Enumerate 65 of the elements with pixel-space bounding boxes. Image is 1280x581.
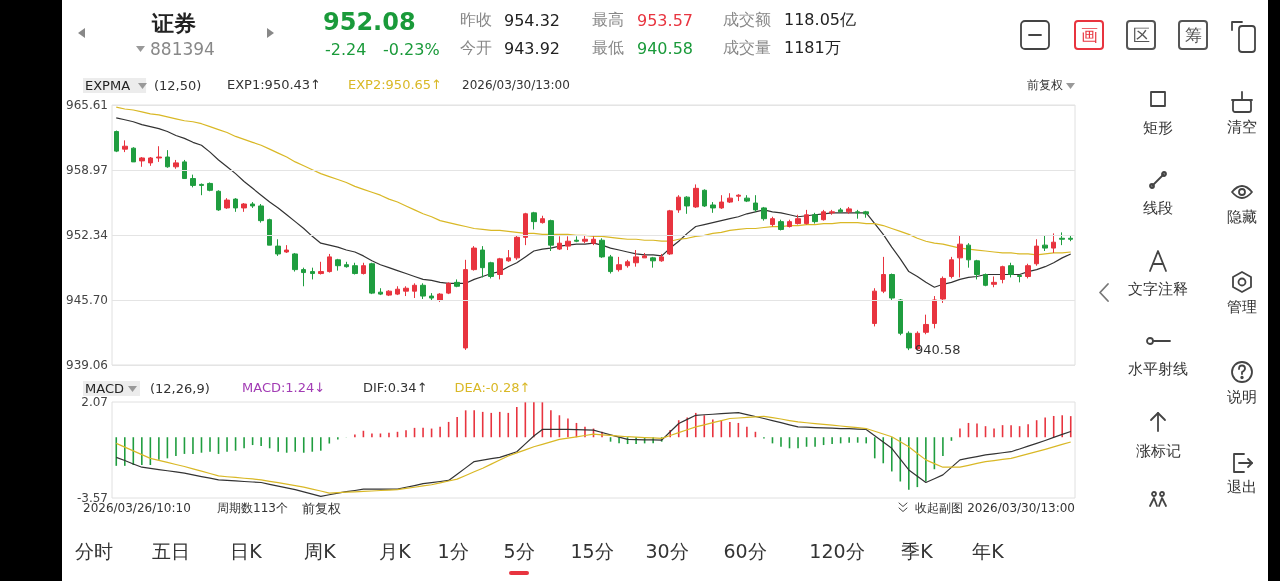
text: -0.23% <box>383 39 440 59</box>
text: 30分 <box>645 539 689 564</box>
text: 日K <box>230 539 262 564</box>
text: 今开 <box>460 37 492 59</box>
text: 前复权 <box>1027 78 1063 92</box>
text: 118.05亿 <box>784 9 856 31</box>
text: 881394 <box>150 39 215 59</box>
text: EXP2:950.65↑ <box>347 77 442 92</box>
text: -2.24 <box>325 39 367 59</box>
text: 1181万 <box>784 37 841 59</box>
y-tick-label: 2.07 <box>81 395 108 409</box>
chart-subtitle: (12,26,9) <box>150 381 210 396</box>
text: 2026/03/30/13:00 <box>462 78 570 92</box>
chart-title: MACD <box>85 381 124 396</box>
y-tick-label: 958.97 <box>66 163 108 178</box>
y-tick-label: 939.06 <box>66 358 108 372</box>
text: 943.92 <box>504 38 560 58</box>
y-tick-label: 965.61 <box>66 98 108 112</box>
text: 1分 <box>437 539 469 564</box>
chart-title: EXPMA <box>85 78 131 93</box>
text: 收起副图 <box>915 501 963 515</box>
y-tick-label: 952.34 <box>66 227 108 242</box>
annotation: 940.58 <box>915 342 961 357</box>
text: 年K <box>972 539 1004 564</box>
text: 前复权 <box>302 501 341 516</box>
text: 清空 <box>1227 117 1257 137</box>
text: 周期数113个 <box>217 501 288 515</box>
text: 953.57 <box>637 10 693 30</box>
chart-subtitle: (12,50) <box>154 78 202 93</box>
text: 最低 <box>592 37 624 59</box>
text: 证券 <box>152 10 196 38</box>
y-tick-label: 945.70 <box>66 292 108 307</box>
text: EXP1:950.43↑ <box>227 77 321 92</box>
text: 季K <box>901 539 933 564</box>
text: 退出 <box>1227 477 1257 497</box>
text: 水平射线 <box>1128 359 1188 379</box>
text: 昨收 <box>460 9 492 31</box>
text: 60分 <box>723 539 767 564</box>
text: 最高 <box>592 9 624 31</box>
text: 文字注释 <box>1128 279 1188 299</box>
text: 五日 <box>152 539 190 564</box>
text: 隐藏 <box>1227 207 1257 227</box>
text: 954.32 <box>504 10 560 30</box>
text: 涨标记 <box>1135 441 1181 461</box>
text: 120分 <box>809 539 865 564</box>
text: 940.58 <box>637 38 693 58</box>
text: 月K <box>379 539 411 564</box>
text: 2026/03/30/13:00 <box>967 501 1076 515</box>
text: DIF:0.34↑ <box>363 380 428 395</box>
text: 区 <box>1126 20 1156 50</box>
text: 成交量 <box>723 37 771 59</box>
text: 分时 <box>75 539 113 564</box>
text: DEA:-0.28↑ <box>454 380 531 395</box>
text: 成交额 <box>723 9 771 31</box>
text: 线段 <box>1143 198 1173 218</box>
text: 周K <box>304 539 336 564</box>
text: 筹 <box>1178 20 1208 50</box>
text: 画 <box>1074 20 1104 50</box>
text: 952.08 <box>323 8 416 36</box>
text: MACD:1.24↓ <box>242 380 326 395</box>
text: 矩形 <box>1143 118 1173 138</box>
text: 5分 <box>503 539 535 564</box>
text: 说明 <box>1227 387 1257 407</box>
text: 管理 <box>1227 297 1257 317</box>
text: 15分 <box>570 539 614 564</box>
